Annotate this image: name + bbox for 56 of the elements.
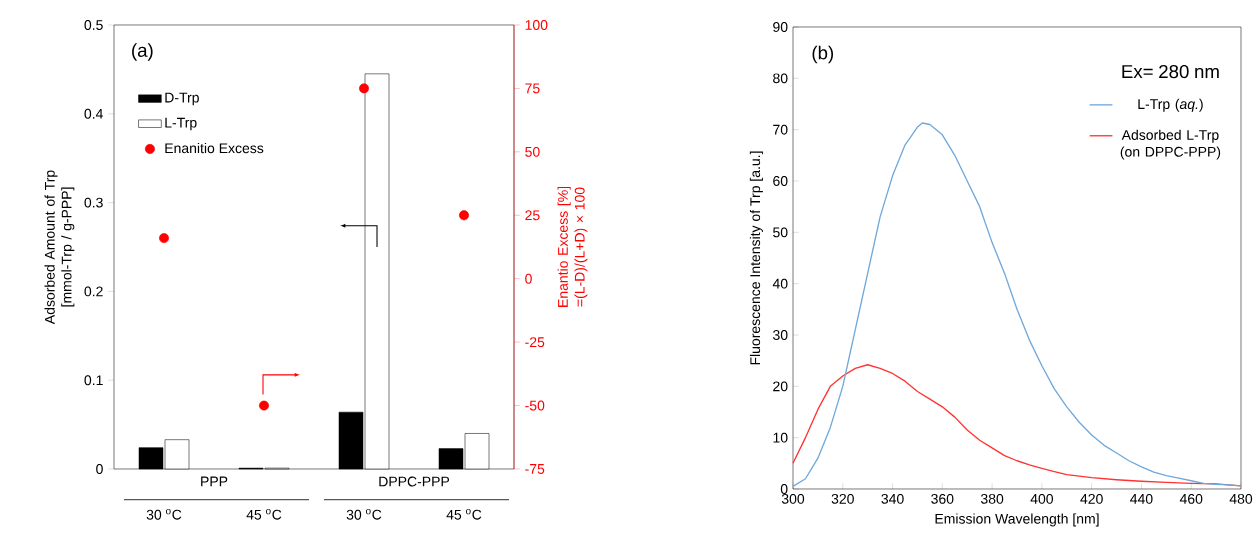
y2-tick-label: 75 bbox=[525, 83, 540, 94]
y-axis-title: Fluorescence Intensity of Trp [a.u.] bbox=[749, 151, 763, 365]
y-tick-label: 0 bbox=[96, 464, 103, 474]
x-axis-title: Emission Wavelength [nm] bbox=[935, 513, 1099, 527]
y2-tick-label: 50 bbox=[525, 146, 540, 157]
legend-label: Enanitio Excess bbox=[165, 142, 264, 154]
legend-title: Ex= 280 nm bbox=[1122, 64, 1219, 79]
legend-label: L-Trp (aq.) bbox=[1138, 98, 1203, 112]
y-tick-label: 80 bbox=[773, 73, 788, 84]
x-tick-label: 320 bbox=[831, 493, 854, 504]
point bbox=[159, 233, 169, 244]
y-tick-label: 10 bbox=[773, 432, 788, 443]
annotation: (a) bbox=[132, 43, 153, 61]
y2-tick-label: 25 bbox=[525, 210, 540, 221]
y-tick-label: 0 bbox=[780, 484, 788, 494]
y2-tick-label: -50 bbox=[525, 400, 545, 411]
legend-label: L-Trp bbox=[165, 117, 197, 131]
text: DPPC-PPP bbox=[379, 476, 450, 487]
y-tick-label: 60 bbox=[773, 176, 788, 186]
y-tick-label: 50 bbox=[773, 227, 788, 238]
x-tick-label: 340 bbox=[881, 493, 904, 504]
y-tick-label: 0.2 bbox=[84, 286, 103, 297]
x-tick-label: 360 bbox=[931, 493, 954, 504]
point bbox=[259, 400, 269, 411]
y-tick-label: 70 bbox=[773, 124, 788, 135]
x-tick-label: 45 $^{o}$C bbox=[246, 508, 282, 520]
y-tick-label: 40 bbox=[772, 278, 788, 289]
y-tick-label: 90 bbox=[773, 22, 788, 32]
point bbox=[359, 83, 369, 94]
x-tick-label: 460 bbox=[1179, 493, 1203, 504]
x-tick-label: 30 $^{o}$C bbox=[346, 508, 382, 520]
annotation: (b) bbox=[812, 45, 834, 64]
y-tick-label: 0.5 bbox=[84, 20, 103, 30]
x-tick-label: 45 $^{o}$C bbox=[446, 508, 482, 520]
y2-tick-label: -25 bbox=[525, 337, 545, 348]
legend-label: Adsorbed L-Trp (on DPPC-PPP) bbox=[1120, 129, 1221, 160]
y-tick-label: 20 bbox=[773, 381, 788, 392]
y2-tick-label: -75 bbox=[525, 464, 545, 474]
text: PPP bbox=[201, 476, 228, 487]
y-tick-label: 0.3 bbox=[84, 197, 103, 208]
y2-axis-title: Enantio Excess [%] =(L-D)/(L+D) × 100 bbox=[557, 186, 588, 307]
y-tick-label: 0.1 bbox=[84, 375, 103, 386]
x-tick-label: 30 $^{o}$C bbox=[146, 508, 182, 520]
x-tick-label: 380 bbox=[980, 493, 1004, 504]
x-tick-label: 300 bbox=[781, 493, 805, 504]
x-tick-label: 440 bbox=[1130, 493, 1153, 504]
y-tick-label: 0.4 bbox=[84, 108, 103, 119]
x-tick-label: 420 bbox=[1080, 493, 1103, 504]
y2-tick-label: 0 bbox=[525, 273, 532, 284]
legend-label: D-Trp bbox=[165, 92, 199, 106]
y-axis-title: Adsorbed Amount of Trp [mmol-Trp / g-PPP] bbox=[44, 170, 75, 325]
y2-tick-label: 100 bbox=[525, 20, 548, 30]
point bbox=[459, 210, 469, 221]
x-tick-label: 480 bbox=[1229, 493, 1253, 504]
y-tick-label: 30 bbox=[773, 330, 788, 340]
x-tick-label: 400 bbox=[1030, 493, 1054, 504]
